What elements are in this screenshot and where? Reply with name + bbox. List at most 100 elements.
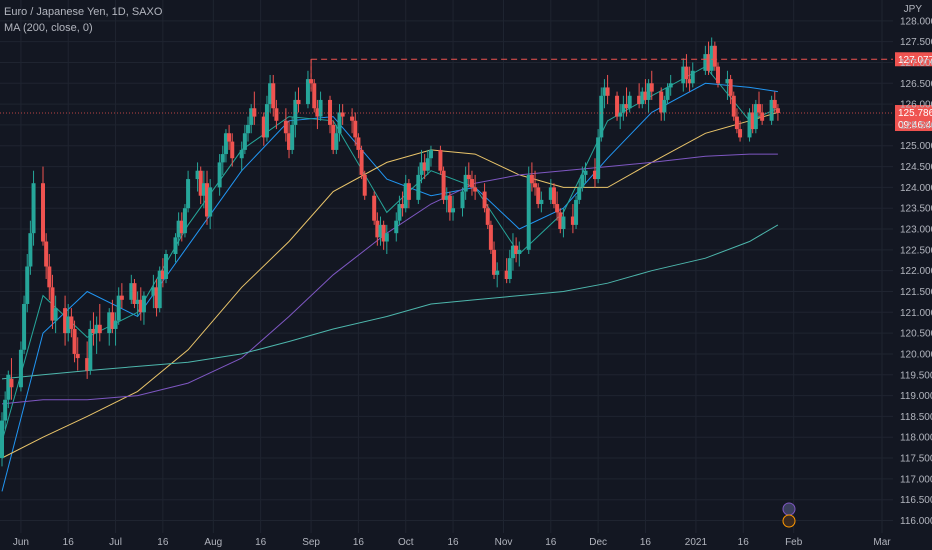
candle-body	[646, 83, 651, 100]
x-tick-label: 2021	[685, 537, 708, 548]
candle-body	[3, 399, 8, 421]
candle-body	[381, 224, 386, 242]
candle-body	[447, 195, 452, 213]
candle	[599, 87, 604, 142]
candle-body	[529, 174, 534, 184]
candle-body	[548, 187, 553, 200]
candle	[747, 108, 752, 142]
candle	[135, 291, 140, 317]
resistance-price-label: 127.077	[898, 55, 932, 66]
candle	[186, 170, 191, 213]
candle	[419, 149, 424, 184]
candle-body	[561, 216, 566, 230]
candle-body	[44, 241, 49, 267]
candle	[447, 191, 452, 221]
candle-body	[296, 99, 301, 105]
candle	[772, 91, 777, 113]
candle-body	[753, 104, 758, 130]
candle	[353, 112, 358, 146]
moving-average-line	[1, 153, 778, 405]
y-tick-label: 127.500	[900, 37, 932, 48]
candle	[659, 87, 664, 121]
candle-body	[242, 133, 247, 150]
candle-body	[239, 149, 244, 159]
dividend-badge-icon[interactable]	[782, 514, 796, 528]
candle-body	[690, 70, 695, 84]
candle-body	[428, 149, 433, 159]
candle	[378, 216, 383, 246]
candle-body	[637, 95, 642, 105]
earnings-badge-icon[interactable]	[782, 502, 796, 516]
candle-body	[668, 83, 673, 88]
candle	[548, 179, 553, 205]
candle	[463, 166, 468, 200]
candle-body	[684, 66, 689, 80]
price-axis[interactable]: 116.000 116.500 117.000 117.500 118.000 118.5…	[900, 16, 932, 527]
candle-body	[9, 378, 14, 388]
candle	[157, 266, 162, 313]
y-tick-label: 122.500	[900, 245, 932, 256]
candle-body	[441, 170, 446, 200]
candle	[504, 258, 509, 284]
candle	[164, 249, 169, 284]
candle-body	[507, 258, 512, 279]
candle	[750, 104, 755, 134]
candle-body	[772, 99, 777, 109]
candle-body	[110, 312, 115, 329]
candle	[703, 45, 708, 75]
candle-body	[406, 183, 411, 200]
candle-body	[469, 179, 474, 188]
candle-body	[53, 308, 58, 321]
candle-body	[397, 204, 402, 221]
candle	[428, 145, 433, 167]
candle-body	[712, 45, 717, 67]
candle-body	[621, 104, 626, 113]
y-tick-label: 126.500	[900, 79, 932, 90]
candle-body	[466, 174, 471, 180]
candle-body	[6, 374, 11, 400]
time-axis[interactable]: Jun 16 Jul 16 Aug 16 Sep 16 Oct 16 Nov 16 Dec 16 2021 1…	[13, 537, 891, 548]
candle-body	[596, 137, 601, 180]
candle-body	[536, 187, 541, 205]
candle-body	[129, 283, 134, 300]
candle-body	[88, 328, 93, 371]
candle	[44, 233, 49, 279]
candle	[239, 141, 244, 171]
candle	[223, 129, 228, 163]
candle-body	[151, 287, 156, 296]
candle	[85, 341, 90, 379]
candle-body	[665, 87, 670, 100]
y-tick-label: 120.000	[900, 349, 932, 360]
candle	[574, 195, 579, 230]
candle-body	[769, 99, 774, 121]
candle-body	[261, 116, 266, 138]
candle-body	[539, 199, 544, 205]
candle-body	[217, 162, 222, 188]
candle	[753, 99, 758, 134]
candle-body	[18, 349, 23, 388]
countdown-label: 09:46:41	[898, 120, 932, 131]
candle	[141, 291, 146, 325]
event-badges[interactable]	[782, 502, 796, 528]
candle	[687, 66, 692, 92]
symbol-title[interactable]: Euro / Japanese Yen, 1D, SAXO	[4, 6, 163, 18]
candle	[350, 108, 355, 134]
candle-body	[451, 208, 456, 213]
candle	[3, 391, 8, 429]
candle-body	[186, 179, 191, 209]
x-tick-label: Sep	[302, 537, 320, 548]
y-tick-label: 124.000	[900, 183, 932, 194]
candle	[561, 208, 566, 238]
candle-body	[208, 187, 213, 217]
candle-body	[264, 104, 269, 138]
candle-body	[681, 66, 686, 84]
candle-body	[331, 124, 336, 150]
candle-body	[85, 358, 90, 371]
candle	[690, 62, 695, 88]
candle-body	[164, 254, 169, 279]
moving-average-line	[1, 224, 779, 380]
indicator-label[interactable]: MA (200, close, 0)	[4, 22, 93, 34]
candle-body	[662, 99, 667, 113]
candle-body	[340, 112, 345, 117]
